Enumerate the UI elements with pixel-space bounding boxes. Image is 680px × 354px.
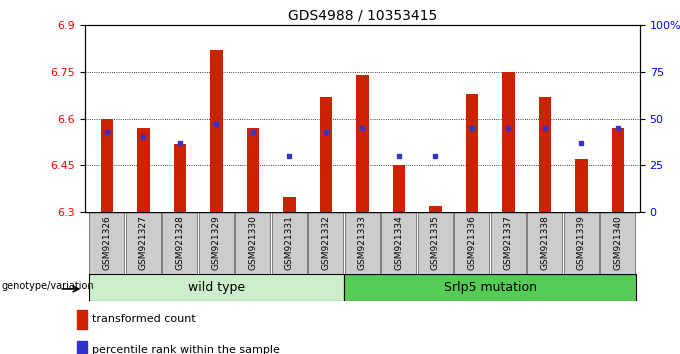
Bar	[173, 144, 186, 212]
Bar	[491, 212, 526, 274]
Bar	[88, 274, 344, 301]
Bar	[356, 75, 369, 212]
Bar	[163, 212, 197, 274]
Text: GSM921328: GSM921328	[175, 215, 184, 269]
Bar	[77, 341, 87, 354]
Bar	[247, 128, 259, 212]
Text: GSM921330: GSM921330	[248, 215, 258, 270]
Text: GSM921334: GSM921334	[394, 215, 403, 269]
Bar	[381, 212, 416, 274]
Bar	[611, 128, 624, 212]
Bar	[235, 212, 271, 274]
Bar	[600, 212, 636, 274]
Bar	[454, 212, 490, 274]
Bar	[575, 159, 588, 212]
Text: percentile rank within the sample: percentile rank within the sample	[92, 344, 280, 354]
Text: GSM921336: GSM921336	[467, 215, 477, 270]
Text: GSM921331: GSM921331	[285, 215, 294, 270]
Text: GSM921338: GSM921338	[541, 215, 549, 270]
Text: GSM921340: GSM921340	[613, 215, 622, 269]
Bar	[309, 212, 343, 274]
Text: GSM921339: GSM921339	[577, 215, 586, 270]
Bar	[137, 128, 150, 212]
Bar	[89, 212, 124, 274]
Bar	[344, 274, 636, 301]
Bar	[392, 166, 405, 212]
Bar	[418, 212, 453, 274]
Text: GSM921337: GSM921337	[504, 215, 513, 270]
Bar	[539, 97, 551, 212]
Text: GSM921327: GSM921327	[139, 215, 148, 269]
Bar	[77, 310, 87, 329]
Text: GSM921332: GSM921332	[322, 215, 330, 269]
Text: GSM921326: GSM921326	[103, 215, 112, 269]
Bar	[466, 93, 478, 212]
Bar	[199, 212, 234, 274]
Title: GDS4988 / 10353415: GDS4988 / 10353415	[288, 8, 437, 22]
Text: transformed count: transformed count	[92, 314, 197, 325]
Bar	[283, 197, 296, 212]
Text: wild type: wild type	[188, 281, 245, 294]
Text: GSM921329: GSM921329	[212, 215, 221, 269]
Text: genotype/variation: genotype/variation	[1, 281, 95, 291]
Bar	[502, 72, 515, 212]
Bar	[345, 212, 380, 274]
Bar	[528, 212, 562, 274]
Bar	[210, 50, 223, 212]
Text: GSM921333: GSM921333	[358, 215, 367, 270]
Bar	[101, 119, 114, 212]
Bar	[272, 212, 307, 274]
Bar	[320, 97, 333, 212]
Bar	[429, 206, 442, 212]
Bar	[126, 212, 161, 274]
Text: GSM921335: GSM921335	[431, 215, 440, 270]
Text: Srlp5 mutation: Srlp5 mutation	[444, 281, 537, 294]
Bar	[564, 212, 599, 274]
